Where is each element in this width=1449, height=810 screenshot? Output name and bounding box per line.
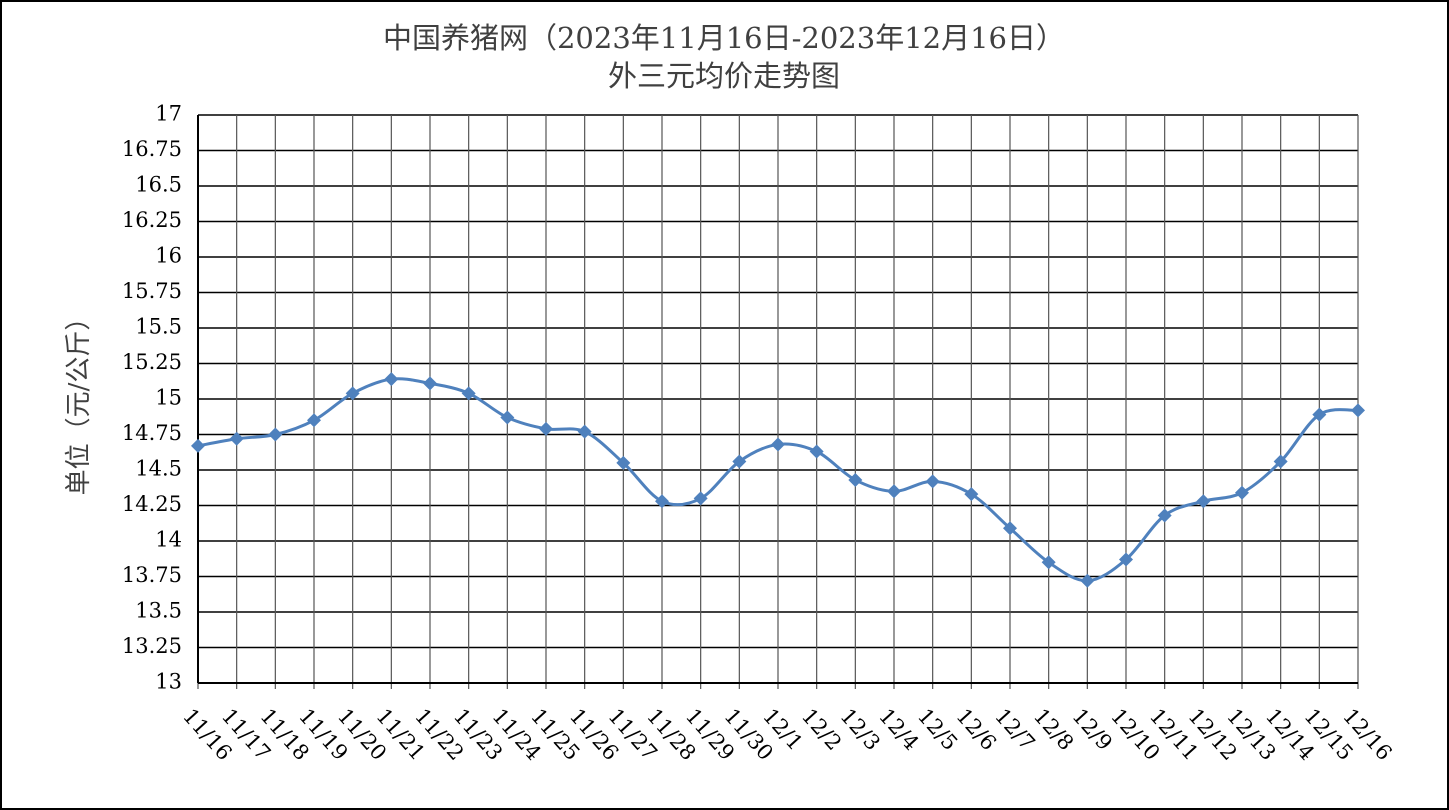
marker xyxy=(1351,403,1365,418)
y-tick-label: 14.5 xyxy=(135,457,182,481)
y-tick-label: 15.75 xyxy=(122,279,182,303)
marker xyxy=(1080,573,1095,588)
y-tick-label: 15.25 xyxy=(122,350,182,374)
marker xyxy=(655,494,669,509)
y-tick-label: 17 xyxy=(155,102,182,126)
marker xyxy=(1003,521,1017,536)
marker xyxy=(577,424,592,439)
marker xyxy=(1312,407,1327,422)
marker xyxy=(693,491,708,506)
y-tick-label: 13 xyxy=(155,670,182,694)
marker xyxy=(887,484,901,499)
marker xyxy=(771,437,785,452)
marker xyxy=(1235,485,1249,500)
y-axis-label: 单位（元/公斤） xyxy=(64,305,94,496)
chart-subtitle: 外三元均价走势图 xyxy=(608,59,840,93)
marker xyxy=(229,431,244,446)
marker xyxy=(384,372,399,387)
y-tick-label: 13.25 xyxy=(122,634,182,658)
y-tick-label: 13.5 xyxy=(135,599,182,623)
marker xyxy=(925,474,940,489)
marker xyxy=(1196,494,1211,509)
y-tick-label: 15 xyxy=(155,386,182,410)
marker xyxy=(1119,552,1133,567)
y-tick-label: 14.25 xyxy=(122,492,182,516)
chart-title: 中国养猪网（2023年11月16日-2023年12月16日） xyxy=(383,21,1065,55)
y-tick-label: 14.75 xyxy=(122,421,182,445)
marker xyxy=(539,421,553,436)
y-tick-label: 14 xyxy=(155,528,182,552)
y-tick-label: 13.75 xyxy=(122,563,182,587)
y-tick-label: 16.75 xyxy=(122,137,182,161)
marker xyxy=(423,376,437,391)
marker xyxy=(1041,555,1056,570)
marker xyxy=(616,455,631,470)
marker xyxy=(1157,508,1172,523)
marker xyxy=(268,427,283,442)
y-tick-label: 16 xyxy=(155,244,182,268)
y-tick-label: 15.5 xyxy=(135,315,182,339)
marker xyxy=(1273,454,1288,469)
marker xyxy=(848,472,863,487)
marker xyxy=(964,487,979,502)
marker xyxy=(345,386,360,401)
marker xyxy=(461,386,476,401)
marker xyxy=(732,454,747,469)
marker xyxy=(307,413,321,428)
y-tick-label: 16.25 xyxy=(122,208,182,232)
marker xyxy=(809,444,824,459)
y-tick-label: 16.5 xyxy=(135,173,182,197)
marker xyxy=(191,438,205,453)
marker xyxy=(500,410,515,425)
